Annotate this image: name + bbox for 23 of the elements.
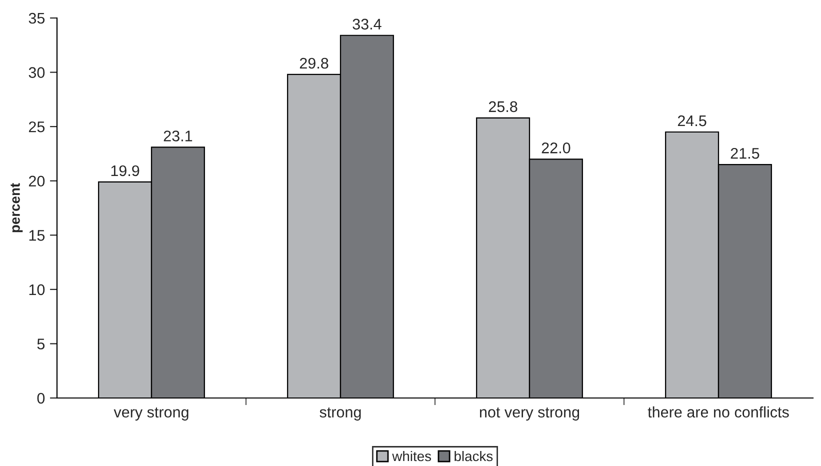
data-label: 33.4 xyxy=(352,18,382,30)
x-tick-label: not very strong xyxy=(480,408,580,421)
data-label: 21.5 xyxy=(730,148,760,159)
x-tick-label: very strong xyxy=(114,408,188,421)
y-tick-label: 25 xyxy=(28,121,45,132)
y-tick-label: 5 xyxy=(37,338,45,350)
data-label: 24.5 xyxy=(678,115,706,126)
y-tick-label: 15 xyxy=(29,230,45,241)
y-tick-label: 20 xyxy=(28,176,45,187)
x-tick-label: there are no conflicts xyxy=(648,406,789,418)
legend-label: blacks xyxy=(454,450,493,462)
y-tick-label: 0 xyxy=(37,392,45,404)
data-label: 29.8 xyxy=(300,58,328,69)
y-axis-title: percent xyxy=(10,183,23,232)
data-label: 19.9 xyxy=(111,165,140,176)
y-tick-label: 30 xyxy=(28,67,45,78)
data-label: 23.1 xyxy=(164,130,192,142)
data-label: 25.8 xyxy=(488,101,518,112)
y-tick-label: 35 xyxy=(28,12,45,24)
legend-label: whites xyxy=(392,450,432,462)
x-tick-label: strong xyxy=(320,408,361,421)
y-tick-label: 10 xyxy=(29,284,45,296)
data-label: 22.0 xyxy=(542,142,570,154)
